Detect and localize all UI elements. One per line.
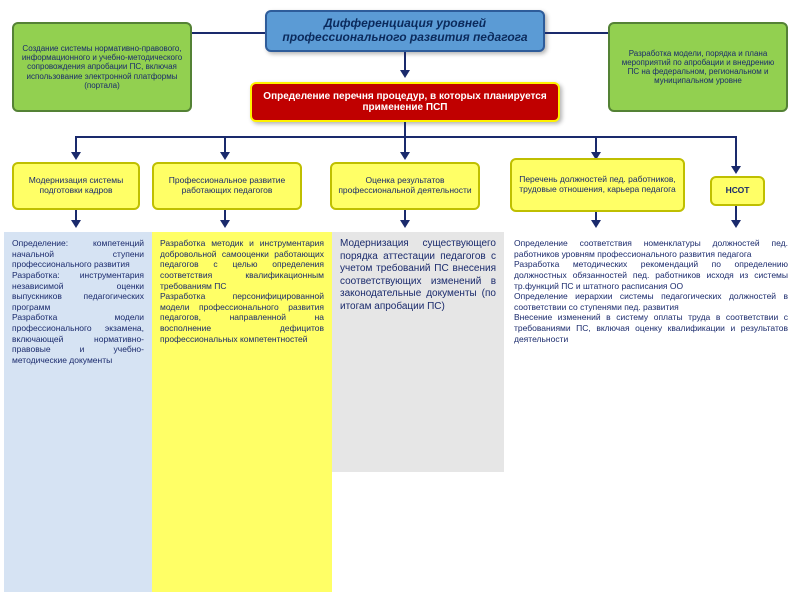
green-left: Создание системы нормативно-правового, и…	[12, 22, 192, 112]
title-box: Дифференциация уровней профессионального…	[265, 10, 545, 52]
yellow-5: НСОТ	[710, 176, 765, 206]
arrow-head	[731, 220, 741, 228]
y1-text: Модернизация системы подготовки кадров	[20, 176, 132, 196]
arrow-head	[71, 220, 81, 228]
title-text: Дифференциация уровней профессионального…	[273, 17, 537, 45]
arrow-head	[400, 152, 410, 160]
connector	[192, 32, 265, 34]
green-left-text: Создание системы нормативно-правового, и…	[20, 44, 184, 90]
yellow-4: Перечень должностей пед. работников, тру…	[510, 158, 685, 212]
arrow-head	[400, 70, 410, 78]
arrow-head	[220, 220, 230, 228]
col3: Модернизация существующего порядка аттес…	[332, 232, 504, 472]
yellow-1: Модернизация системы подготовки кадров	[12, 162, 140, 210]
red-text: Определение перечня процедур, в которых …	[258, 91, 552, 114]
connector	[545, 32, 608, 34]
yellow-3: Оценка результатов профессиональной деят…	[330, 162, 480, 210]
yellow-2: Профессиональное развитие работающих пед…	[152, 162, 302, 210]
arrow-head	[731, 166, 741, 174]
col4: Определение соответствия номенклатуры до…	[506, 232, 796, 592]
arrow-head	[71, 152, 81, 160]
arrow-head	[400, 220, 410, 228]
arrow	[404, 52, 406, 72]
arrow-head	[591, 220, 601, 228]
y4-text: Перечень должностей пед. работников, тру…	[518, 175, 677, 195]
arrow	[735, 136, 737, 168]
y5-text: НСОТ	[726, 186, 750, 196]
y2-text: Профессиональное развитие работающих пед…	[160, 176, 294, 196]
col1: Определение: компетенций начальной ступе…	[4, 232, 152, 592]
y3-text: Оценка результатов профессиональной деят…	[338, 176, 472, 196]
arrow-head	[220, 152, 230, 160]
green-right-text: Разработка модели, порядка и плана мероп…	[616, 49, 780, 86]
arrow	[404, 122, 406, 136]
col2: Разработка методик и инструментария добр…	[152, 232, 332, 592]
red-box: Определение перечня процедур, в которых …	[250, 82, 560, 122]
green-right: Разработка модели, порядка и плана мероп…	[608, 22, 788, 112]
